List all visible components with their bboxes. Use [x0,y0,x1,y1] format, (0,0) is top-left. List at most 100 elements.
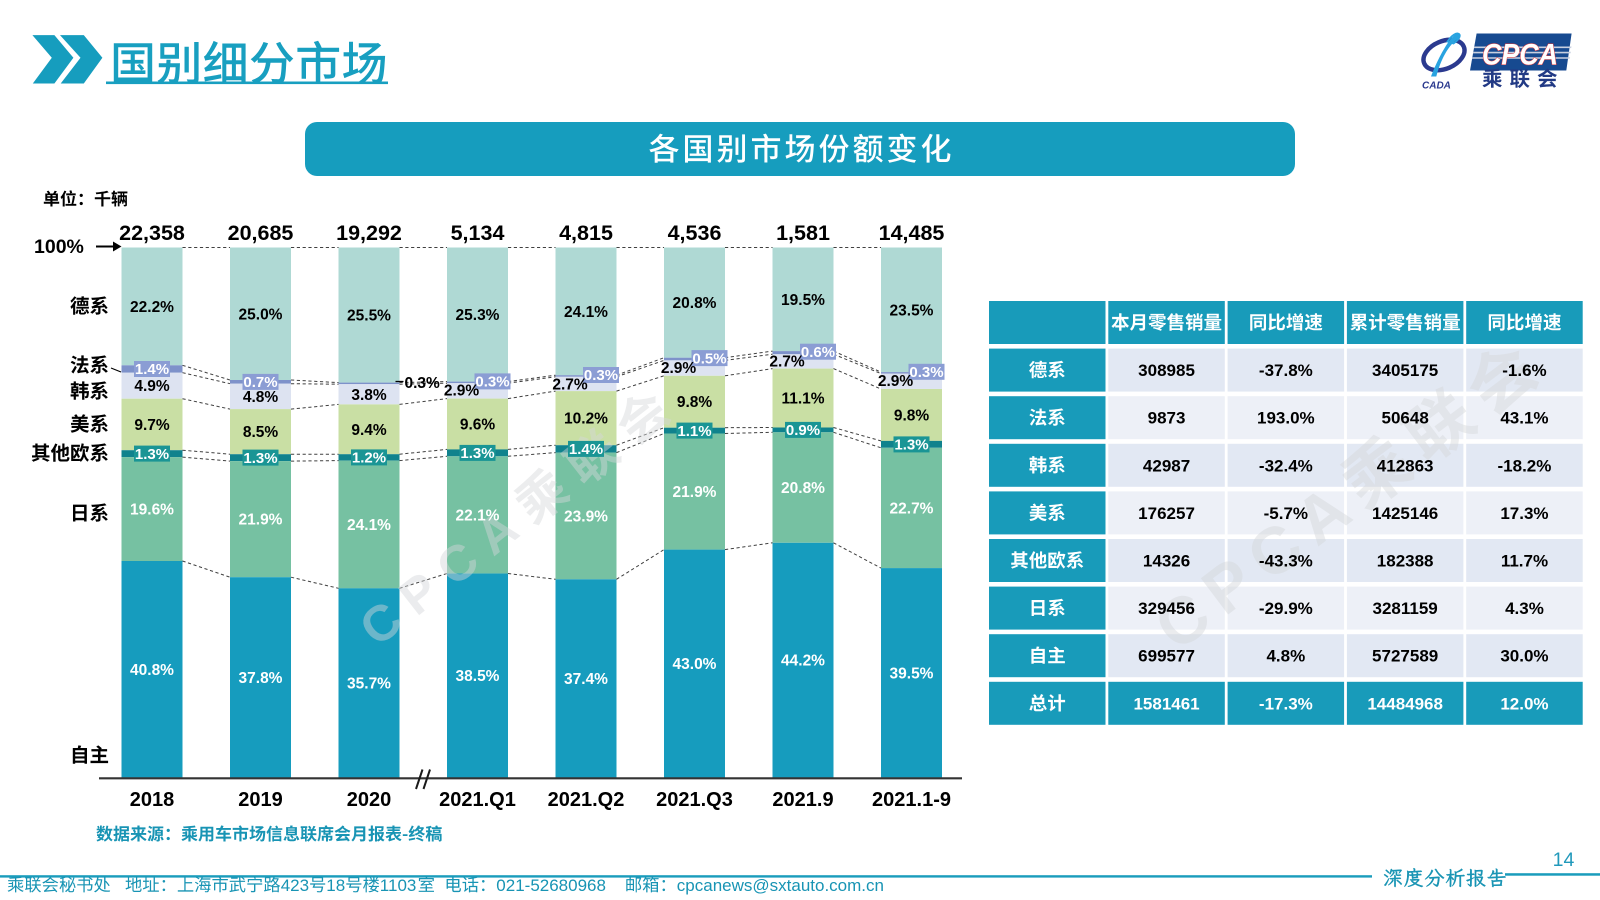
svg-text:-17.3%: -17.3% [1259,694,1313,713]
svg-text:2019: 2019 [238,789,283,811]
svg-text:5,134: 5,134 [451,221,505,245]
svg-text:25.3%: 25.3% [456,307,500,324]
svg-text:19.5%: 19.5% [781,292,825,309]
svg-text:4,815: 4,815 [559,221,613,245]
svg-text:30.0%: 30.0% [1500,647,1548,666]
svg-text:CPCA: CPCA [1482,39,1558,72]
svg-text:21.9%: 21.9% [239,512,283,529]
svg-text:1.3%: 1.3% [135,446,169,463]
svg-text:423: 423 [281,876,309,895]
svg-text:9.7%: 9.7% [134,417,170,434]
svg-text:0.7%: 0.7% [243,374,277,391]
svg-text:1425146: 1425146 [1372,504,1438,523]
svg-text:9.8%: 9.8% [677,394,713,411]
svg-text:50648: 50648 [1382,409,1429,428]
svg-text:2021.9: 2021.9 [772,789,833,811]
svg-text:-5.7%: -5.7% [1264,504,1308,523]
svg-text:9873: 9873 [1148,409,1186,428]
svg-text:4.3%: 4.3% [1505,599,1544,618]
svg-text:22.2%: 22.2% [130,299,174,316]
svg-text:40.8%: 40.8% [130,662,174,679]
svg-text:22.1%: 22.1% [456,507,500,524]
svg-text:9.8%: 9.8% [894,407,930,424]
svg-text:021-52680968: 021-52680968 [496,876,606,895]
svg-text:699577: 699577 [1138,647,1195,666]
svg-text:176257: 176257 [1138,504,1195,523]
svg-text:4.8%: 4.8% [243,389,279,406]
svg-text:19,292: 19,292 [336,221,402,245]
svg-text:0.3%: 0.3% [584,367,618,384]
svg-text:193.0%: 193.0% [1257,409,1315,428]
svg-text:-18.2%: -18.2% [1498,456,1552,475]
svg-text:22,358: 22,358 [119,221,185,245]
svg-text:cpcanews@sxtauto.com.cn: cpcanews@sxtauto.com.cn [677,876,884,895]
svg-text:38.5%: 38.5% [456,668,500,685]
svg-text:2021.Q1: 2021.Q1 [439,789,516,811]
svg-text:2021.Q2: 2021.Q2 [548,789,625,811]
svg-text:39.5%: 39.5% [890,665,934,682]
svg-text:19.6%: 19.6% [130,502,174,519]
svg-text:10.2%: 10.2% [564,411,608,428]
svg-text:4.9%: 4.9% [134,378,170,395]
svg-text:2.9%: 2.9% [661,360,697,377]
svg-text:11.1%: 11.1% [781,391,824,408]
svg-text:24.1%: 24.1% [564,304,608,321]
svg-text:42987: 42987 [1143,456,1190,475]
svg-text:14: 14 [1553,849,1575,871]
svg-text:1.3%: 1.3% [894,437,928,454]
svg-text:1.3%: 1.3% [460,445,494,462]
svg-text:43.1%: 43.1% [1500,409,1548,428]
svg-text:329456: 329456 [1138,599,1195,618]
svg-text:1,581: 1,581 [776,221,830,245]
svg-text:14,485: 14,485 [879,221,945,245]
svg-text:-29.9%: -29.9% [1259,599,1313,618]
svg-text:0.3%: 0.3% [405,375,441,392]
svg-text:1.3%: 1.3% [243,450,277,467]
svg-text:0.6%: 0.6% [801,344,835,361]
svg-text:14484968: 14484968 [1367,694,1443,713]
svg-text:5727589: 5727589 [1372,647,1438,666]
svg-text:43.0%: 43.0% [673,656,717,673]
svg-text:2.7%: 2.7% [552,376,588,393]
svg-text:37.4%: 37.4% [564,671,608,688]
svg-text:20,685: 20,685 [228,221,294,245]
svg-text:18: 18 [326,876,345,895]
svg-text:44.2%: 44.2% [781,653,825,670]
svg-text:4.8%: 4.8% [1266,647,1305,666]
svg-text:-32.4%: -32.4% [1259,456,1313,475]
svg-text:2.7%: 2.7% [769,354,805,371]
svg-text:9.6%: 9.6% [460,416,496,433]
svg-text:23.5%: 23.5% [890,302,934,319]
svg-text:100%: 100% [34,236,84,258]
svg-text:24.1%: 24.1% [347,517,391,534]
svg-text:-43.3%: -43.3% [1259,552,1313,571]
svg-text:25.0%: 25.0% [239,306,283,323]
svg-text:9.4%: 9.4% [351,422,387,439]
svg-text:182388: 182388 [1377,552,1434,571]
svg-text:1.4%: 1.4% [135,361,169,378]
svg-text:-37.8%: -37.8% [1259,361,1313,380]
svg-text:21.9%: 21.9% [673,484,717,501]
svg-text:412863: 412863 [1377,456,1434,475]
svg-text:2.9%: 2.9% [878,373,914,390]
svg-text:308985: 308985 [1138,361,1195,380]
svg-text:2020: 2020 [347,789,392,811]
svg-text:11.7%: 11.7% [1501,552,1548,571]
svg-text:2.9%: 2.9% [444,383,480,400]
svg-text:25.5%: 25.5% [347,308,391,325]
svg-text:1.4%: 1.4% [569,441,603,458]
svg-text:20.8%: 20.8% [673,295,717,312]
svg-text:35.7%: 35.7% [347,675,391,692]
svg-text:37.8%: 37.8% [239,670,283,687]
svg-text:20.8%: 20.8% [781,480,825,497]
svg-text:0.3%: 0.3% [909,364,943,381]
svg-text:0.9%: 0.9% [786,422,820,439]
svg-text:4,536: 4,536 [668,221,722,245]
svg-text:1581461: 1581461 [1133,694,1199,713]
svg-text:2021.Q3: 2021.Q3 [656,789,733,811]
svg-text:12.0%: 12.0% [1500,694,1548,713]
svg-text:0.3%: 0.3% [475,374,509,391]
svg-text:23.9%: 23.9% [564,508,608,525]
svg-text:CADA: CADA [1422,81,1451,92]
svg-text:1.1%: 1.1% [677,423,711,440]
